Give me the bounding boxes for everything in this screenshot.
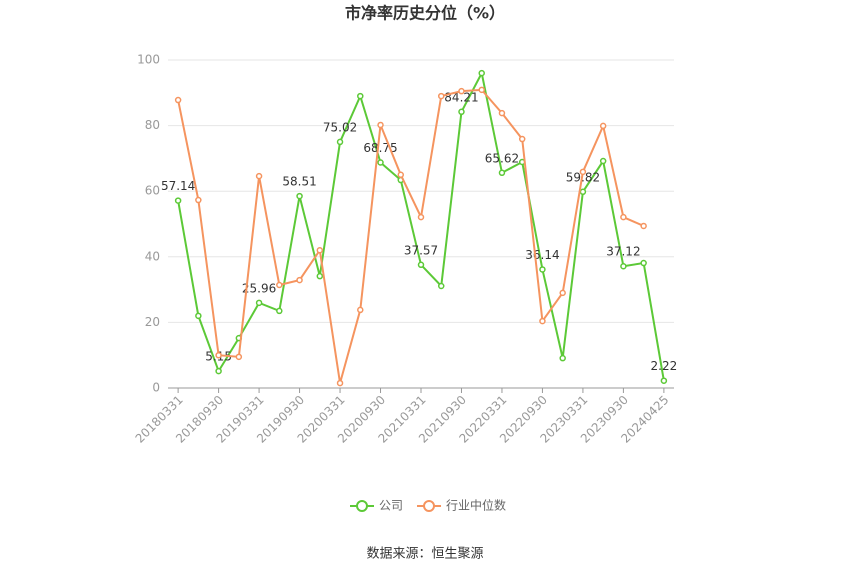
point [336, 138, 344, 146]
point [518, 135, 526, 143]
point [660, 377, 668, 384]
data-label: 37.57 [404, 243, 438, 257]
point [276, 307, 283, 315]
point [215, 367, 222, 375]
point [235, 353, 243, 361]
point [336, 379, 344, 387]
legend-label: 公司 [379, 499, 403, 513]
y-tick-label: 80 [145, 118, 160, 132]
chart-title: 市净率历史分位（%） [345, 4, 505, 23]
point [437, 282, 445, 290]
point [397, 171, 405, 179]
point [478, 86, 485, 94]
point [174, 197, 182, 204]
point [357, 306, 364, 314]
point [437, 92, 445, 100]
point [174, 96, 182, 104]
point [296, 276, 303, 284]
legend-marker [356, 500, 368, 512]
point [377, 159, 384, 166]
data-label: 57.14 [161, 179, 195, 193]
point [296, 192, 303, 200]
line-series [177, 70, 665, 381]
y-tick-label: 20 [145, 315, 160, 329]
point [640, 222, 647, 230]
point [255, 299, 263, 307]
point [559, 354, 566, 362]
legend-label: 行业中位数 [446, 498, 506, 513]
point [478, 69, 485, 77]
point [458, 87, 465, 95]
point [195, 312, 202, 320]
data-label: 2.22 [651, 359, 678, 373]
line-series [177, 88, 645, 384]
point [316, 246, 324, 254]
point [316, 272, 324, 280]
point [498, 169, 506, 177]
data-label: 75.02 [323, 120, 357, 134]
point [357, 92, 364, 100]
point [559, 289, 566, 297]
point [215, 351, 222, 359]
data-label: 36.14 [525, 248, 559, 262]
data-label: 25.96 [242, 281, 276, 295]
point [599, 157, 607, 165]
point [276, 281, 283, 289]
point [620, 213, 627, 221]
point [620, 262, 627, 270]
y-tick-label: 60 [145, 184, 160, 198]
point [599, 122, 607, 130]
source: 数据来源：恒生聚源 [366, 547, 483, 562]
y-tick-label: 100 [137, 53, 160, 67]
data-label: 58.51 [282, 175, 316, 189]
point [539, 317, 546, 325]
point [539, 266, 546, 273]
point [458, 108, 465, 116]
point [579, 168, 587, 176]
point [640, 259, 647, 267]
point [195, 196, 202, 204]
y-tick-label: 40 [145, 249, 160, 263]
point [255, 172, 263, 180]
data-label: 37.12 [606, 245, 640, 259]
point [377, 121, 384, 129]
point [579, 188, 587, 196]
point [417, 261, 425, 269]
y-tick-label: 0 [152, 381, 160, 395]
point [498, 109, 506, 117]
data-label: 65.62 [485, 151, 519, 165]
legend-marker [423, 500, 436, 512]
point [417, 213, 425, 221]
